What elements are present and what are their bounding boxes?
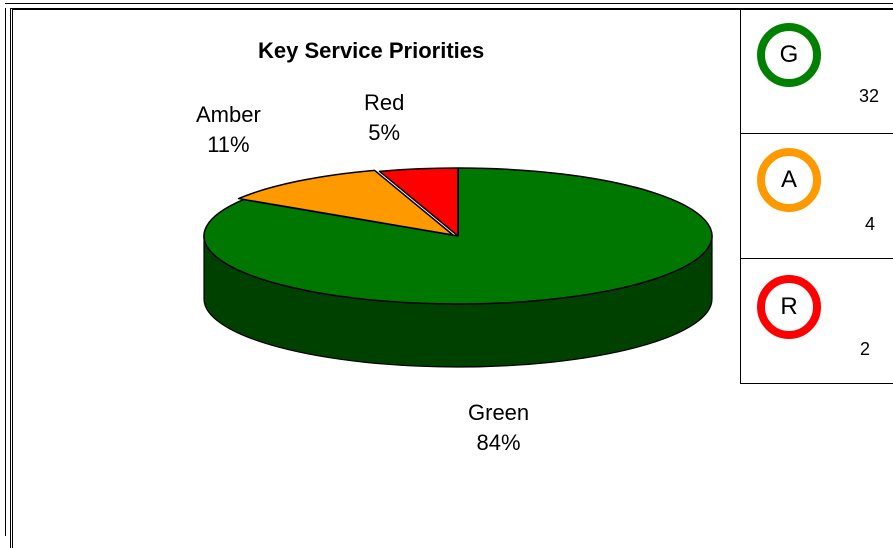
amber-count: 4 (865, 214, 876, 234)
label-red-pct: 5% (368, 120, 401, 145)
green-status-icon: G (757, 23, 821, 87)
label-red-name: Red (364, 90, 405, 115)
rag-row-green: G 32 (741, 8, 893, 133)
label-amber-name: Amber (196, 102, 261, 127)
red-status-letter: R (780, 293, 798, 320)
green-status-letter: G (779, 41, 799, 68)
chart-frame (10, 8, 893, 548)
rag-panel: G 32 A 4 R 2 (740, 8, 893, 384)
rag-row-red: R 2 (741, 258, 893, 383)
label-amber: Amber 11% (196, 100, 261, 160)
red-status-icon: R (757, 275, 821, 339)
pie-slice-red (378, 167, 459, 237)
rag-row-amber: A 4 (741, 133, 893, 258)
label-red: Red 5% (364, 88, 404, 148)
frame-left-line (5, 8, 8, 536)
label-green-name: Green (468, 400, 530, 425)
frame-top-line (5, 3, 893, 6)
pie-slice-amber (237, 169, 454, 236)
chart-title: Key Service Priorities (258, 38, 485, 63)
pie-chart (203, 167, 713, 368)
label-green: Green 84% (468, 398, 529, 458)
red-count: 2 (860, 339, 871, 359)
amber-status-letter: A (780, 166, 797, 193)
label-amber-pct: 11% (207, 132, 250, 157)
amber-status-icon: A (757, 148, 821, 212)
label-green-pct: 84% (476, 430, 521, 455)
green-count: 32 (859, 86, 880, 106)
